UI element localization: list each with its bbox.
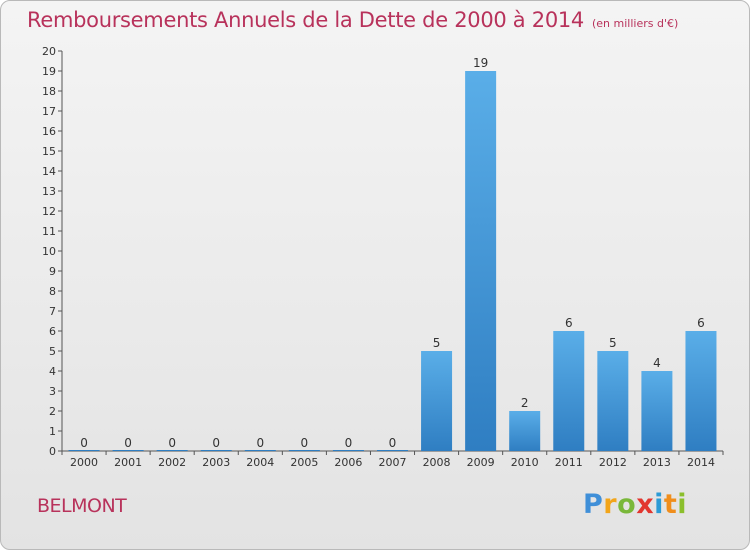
data-label-2003: 0 [212, 436, 220, 450]
y-tick-label: 7 [49, 305, 56, 318]
data-label-2005: 0 [301, 436, 309, 450]
y-tick-label: 10 [42, 245, 56, 258]
x-tick-label: 2012 [599, 456, 627, 469]
bar-2014 [685, 331, 717, 451]
data-label-2013: 4 [653, 356, 661, 370]
data-label-2009: 19 [473, 56, 488, 70]
bar-2010 [509, 411, 541, 451]
data-label-2008: 5 [433, 336, 441, 350]
x-tick-label: 2002 [158, 456, 186, 469]
y-tick-label: 4 [49, 365, 56, 378]
chart-subtitle: (en milliers d'€) [592, 17, 679, 30]
bar-2011 [553, 331, 585, 451]
data-label-2012: 5 [609, 336, 617, 350]
commune-name: BELMONT [37, 495, 127, 517]
x-tick-label: 2000 [70, 456, 98, 469]
x-tick-label: 2005 [290, 456, 318, 469]
y-tick-label: 15 [42, 145, 56, 158]
data-label-2006: 0 [345, 436, 353, 450]
x-tick-label: 2010 [511, 456, 539, 469]
x-tick-label: 2001 [114, 456, 142, 469]
data-label-2007: 0 [389, 436, 397, 450]
y-tick-label: 8 [49, 285, 56, 298]
y-tick-label: 19 [42, 65, 56, 78]
x-tick-label: 2003 [202, 456, 230, 469]
data-label-2001: 0 [124, 436, 132, 450]
data-label-2000: 0 [80, 436, 88, 450]
x-tick-label: 2006 [334, 456, 362, 469]
y-tick-label: 20 [42, 45, 56, 58]
y-tick-label: 5 [49, 345, 56, 358]
x-tick-label: 2014 [687, 456, 715, 469]
x-tick-label: 2011 [555, 456, 583, 469]
chart-title: Remboursements Annuels de la Dette de 20… [27, 8, 679, 32]
y-tick-label: 11 [42, 225, 56, 238]
x-tick-label: 2013 [643, 456, 671, 469]
data-label-2014: 6 [697, 316, 705, 330]
y-tick-label: 6 [49, 325, 56, 338]
y-tick-label: 14 [42, 165, 56, 178]
y-tick-label: 0 [49, 445, 56, 458]
bar-2009 [465, 71, 497, 451]
y-tick-label: 2 [49, 405, 56, 418]
x-tick-label: 2007 [379, 456, 407, 469]
data-label-2011: 6 [565, 316, 573, 330]
x-tick-label: 2009 [467, 456, 495, 469]
bar-2013 [641, 371, 673, 451]
y-tick-label: 12 [42, 205, 56, 218]
bar-2012 [597, 351, 629, 451]
x-tick-label: 2008 [423, 456, 451, 469]
y-tick-label: 17 [42, 105, 56, 118]
x-tick-label: 2004 [246, 456, 274, 469]
y-tick-label: 1 [49, 425, 56, 438]
y-tick-label: 3 [49, 385, 56, 398]
proxiti-logo: Proxiti [583, 489, 688, 520]
data-label-2002: 0 [168, 436, 176, 450]
y-tick-label: 13 [42, 185, 56, 198]
y-tick-label: 9 [49, 265, 56, 278]
data-label-2010: 2 [521, 396, 529, 410]
bar-2008 [421, 351, 453, 451]
data-label-2004: 0 [256, 436, 264, 450]
y-tick-label: 16 [42, 125, 56, 138]
y-tick-label: 18 [42, 85, 56, 98]
